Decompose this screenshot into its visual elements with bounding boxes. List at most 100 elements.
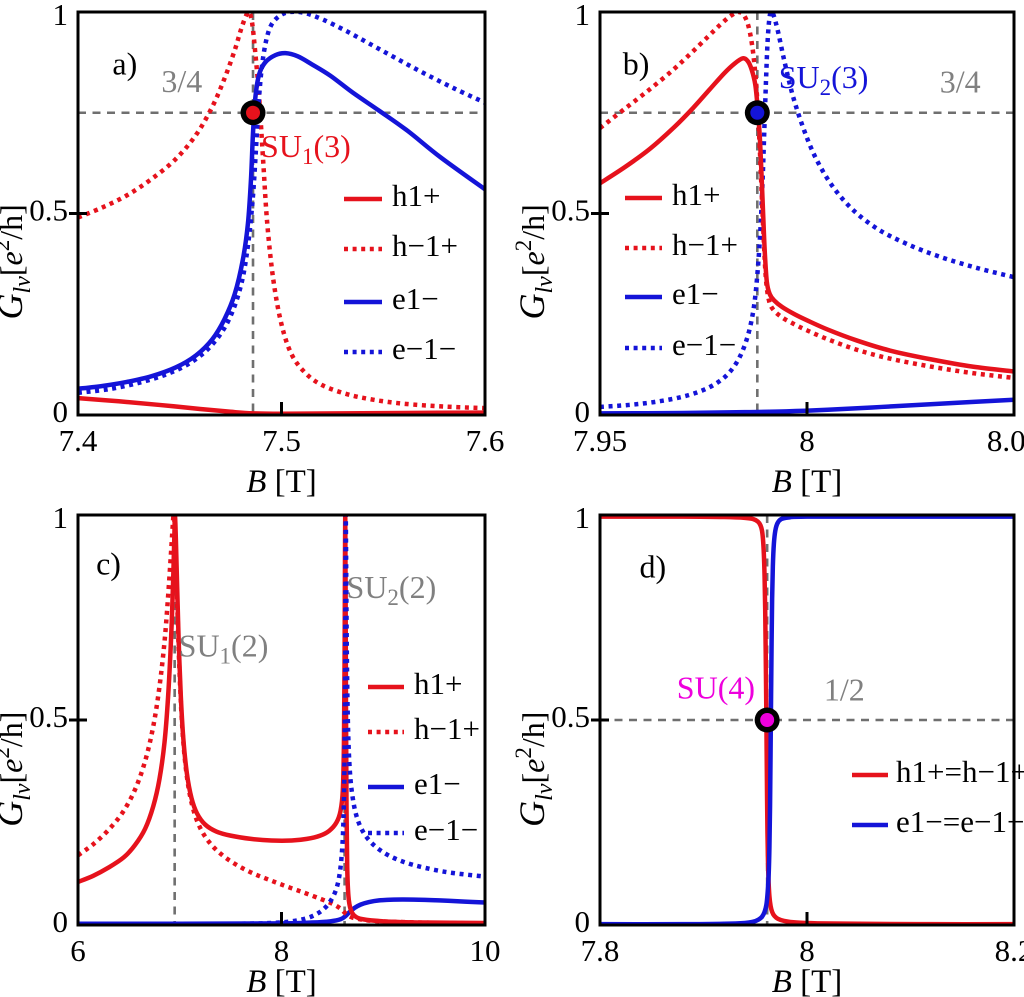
curves-b: [600, 12, 1014, 415]
x-tick-label-a-0: 7.4: [59, 423, 98, 458]
legend-label-d-0: h1+=h−1+: [896, 754, 1024, 789]
legend-label-b-2: e1−: [672, 276, 719, 311]
legend-a: h1+ h−1+ e1− e−1−: [344, 178, 458, 366]
curve-d-e1−=e−1−: [600, 515, 1014, 925]
y-axis-title-d: Glν[e2/h]: [511, 712, 558, 827]
marker-dot-b: [750, 105, 765, 120]
y-title-sup: 2: [0, 747, 14, 759]
y-title-rest: /h]: [0, 712, 29, 748]
y-tick-label-a-2: 0: [53, 394, 69, 429]
legend-label-a-0: h1+: [392, 178, 440, 213]
annotation-text: SU: [779, 59, 820, 95]
marker-dot-a: [246, 105, 261, 120]
y-title-G: G: [0, 801, 30, 827]
y-tick-label-c-1: 0.5: [29, 699, 68, 734]
x-tick-label-b-2: 8.05: [987, 423, 1024, 458]
annotation-b-0: b): [623, 45, 650, 81]
y-axis-title-b: Glν[e2/h]: [511, 204, 558, 319]
y-title-e: e: [0, 759, 29, 773]
annotation-text: SU: [179, 627, 220, 663]
annotation-text: SU: [347, 569, 388, 605]
x-tick-label-a-2: 7.6: [466, 423, 505, 458]
y-tick-label-b-2: 0: [575, 394, 591, 429]
legend-label-c-2: e1−: [414, 766, 461, 801]
y-title-sup: 2: [0, 240, 14, 252]
x-axis-title-units: [T]: [792, 464, 842, 500]
annotation-c-2: SU2​(2): [347, 569, 437, 610]
x-tick-label-a-1: 7.5: [262, 423, 301, 458]
annotation-text: SU(4): [677, 670, 755, 706]
y-title-e: e: [0, 251, 29, 265]
annotation-text: (2): [399, 569, 436, 605]
x-axis-title-b: B [T]: [772, 464, 843, 500]
curves-d: [600, 515, 1014, 925]
marker-dot-d: [760, 713, 775, 727]
legend-label-d-1: e1−=e−1−: [896, 804, 1024, 839]
y-title-open-bracket: [: [0, 773, 29, 784]
annotation-a-0: a): [112, 45, 137, 81]
curve-c-h−1+: [78, 515, 485, 925]
y-title-open-bracket: [: [515, 265, 551, 276]
x-tick-label-d-1: 8: [799, 933, 815, 968]
y-title-sup: 2: [511, 747, 536, 759]
y-title-rest: /h]: [515, 712, 551, 748]
curve-b-e1−: [600, 397, 1014, 415]
legend-label-b-1: h−1+: [672, 227, 738, 262]
y-title-G: G: [512, 801, 552, 827]
legend-label-c-1: h−1+: [414, 711, 480, 746]
annotation-text: b): [623, 45, 650, 81]
annotation-text: a): [112, 45, 137, 81]
annotation-c-1: SU1​(2): [179, 627, 269, 668]
y-title-open-bracket: [: [0, 265, 29, 276]
annotation-a-1: 3/4: [161, 63, 202, 99]
y-tick-label-d-2: 0: [575, 904, 591, 939]
y-title-sub: lν: [532, 783, 558, 801]
y-axis-title-a: Glν[e2/h]: [0, 204, 36, 319]
x-axis-title-symbol: B: [246, 464, 266, 500]
x-tick-label-c-2: 10: [470, 933, 501, 968]
annotation-subscript: 2: [820, 75, 832, 100]
legend-label-b-0: h1+: [672, 177, 720, 212]
y-title-e: e: [515, 759, 551, 773]
legend-d: h1+=h−1+ e1−=e−1−: [852, 754, 1024, 839]
annotation-text: 3/4: [940, 64, 981, 100]
annotation-text: (3): [313, 128, 350, 164]
y-tick-label-a-0: 1: [53, 0, 69, 32]
curve-a-h−1+: [78, 12, 485, 411]
curve-c-h1+: [78, 515, 485, 925]
x-axis-title-d: B [T]: [772, 964, 843, 997]
x-axis-title-a: B [T]: [246, 464, 317, 500]
annotation-c-0: c): [96, 545, 121, 581]
y-title-sup: 2: [511, 240, 536, 252]
legend-label-a-2: e1−: [392, 281, 439, 316]
y-tick-label-c-2: 0: [53, 904, 69, 939]
x-axis-title-units: [T]: [266, 964, 316, 997]
legend-label-a-3: e−1−: [392, 331, 456, 366]
curve-d-h1+=h−1+: [600, 515, 1014, 925]
x-axis-title-c: B [T]: [246, 964, 317, 997]
y-axis-title-c: Glν[e2/h]: [0, 712, 36, 827]
legend-label-c-0: h1+: [414, 666, 462, 701]
annotation-text: d): [639, 548, 666, 584]
panel-a: 7.4 7.5 7.6 1 0.5 0 B [T] Glν[e2/h] a) 3/4 SU1​(3)…: [0, 0, 504, 500]
annotation-text: SU: [261, 128, 302, 164]
annotation-d-0: d): [639, 548, 666, 584]
y-title-G: G: [512, 293, 552, 319]
x-axis-title-symbol: B: [246, 964, 266, 997]
panel-d: 7.8 8 8.2 1 0.5 0 B [T] Glν[e2/h] d) SU(4) 1/2 h1+=…: [511, 500, 1024, 997]
x-tick-label-c-0: 6: [70, 933, 86, 968]
legend-label-c-3: e−1−: [414, 812, 478, 847]
annotation-text: 1/2: [824, 671, 865, 707]
annotation-text: (3): [831, 59, 868, 95]
annotation-subscript: 1: [220, 643, 232, 668]
annotation-d-2: 1/2: [824, 671, 865, 707]
annotation-text: 3/4: [161, 63, 202, 99]
y-title-sub: lν: [10, 783, 36, 801]
x-axis-title-units: [T]: [792, 964, 842, 997]
annotation-b-1: SU2​(3): [779, 59, 869, 100]
curve-b-h1+: [600, 56, 1014, 374]
x-tick-label-b-1: 8: [799, 423, 815, 458]
annotation-d-1: SU(4): [677, 670, 755, 706]
